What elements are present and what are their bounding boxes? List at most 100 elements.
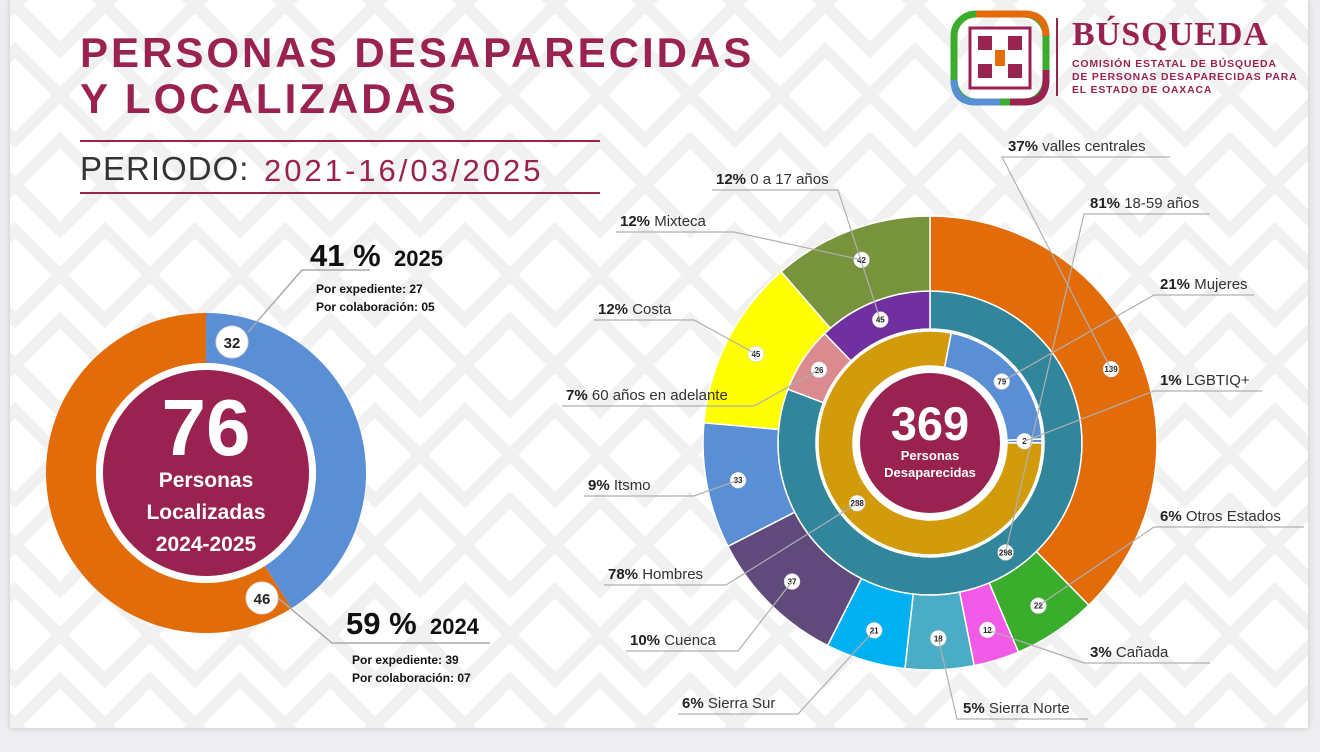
pattern-diamond [411, 401, 519, 509]
pattern-diamond [96, 0, 204, 59]
pattern-diamond [1176, 131, 1284, 239]
logo-divider [1056, 18, 1058, 96]
pattern-diamond [591, 41, 699, 149]
pattern-diamond [1086, 671, 1194, 728]
pattern-diamond [1221, 401, 1308, 509]
pattern-diamond [546, 491, 654, 599]
missing-line1: Personas [901, 448, 960, 463]
callout-line-mujeres [1001, 294, 1254, 383]
segment-valles-centrales [929, 215, 1158, 607]
callout-line-2025 [247, 269, 370, 333]
callout-line-hombres [604, 502, 858, 586]
page-title-line2: Y LOCALIZADAS [80, 75, 459, 122]
col-2025: Por colaboración: 05 [316, 300, 435, 314]
pattern-diamond [1176, 491, 1284, 599]
pattern-diamond [1266, 323, 1308, 407]
pattern-diamond [10, 221, 69, 329]
pattern-diamond [456, 671, 564, 728]
pattern-diamond [1176, 671, 1284, 728]
logo-icon [950, 10, 1050, 106]
pattern-diamond [1131, 221, 1239, 329]
center-disc [103, 370, 309, 576]
callout-line-valles-centrales [1001, 156, 1170, 370]
label-0-a-17-anos: 12% 0 a 17 años [716, 171, 829, 188]
pattern-diamond [1086, 131, 1194, 239]
callout-line-mixteca [616, 231, 862, 261]
label-otros-estados: 6% Otros Estados [1160, 508, 1281, 525]
pattern-diamond [321, 221, 429, 329]
pattern-diamond [186, 0, 294, 59]
slice-2024 [45, 313, 292, 633]
pattern-diamond [1086, 0, 1194, 59]
logo-subtitle-2: DE PERSONAS DESAPARECIDAS PARA [1072, 71, 1298, 83]
pattern-diamond [1176, 311, 1284, 419]
pattern-diamond [771, 41, 879, 149]
missing-nested-donut-chart: 369 Personas Desaparecidas 7922882982645… [562, 138, 1304, 720]
pattern-diamond [411, 581, 519, 689]
inner-center-disc [860, 373, 1000, 513]
localized-total: 76 [162, 383, 251, 472]
pattern-diamond [636, 131, 744, 239]
pattern-diamond [1041, 41, 1149, 149]
pattern-diamond [276, 0, 384, 59]
logo-subtitle-1: COMISIÓN ESTATAL DE BÚSQUEDA [1072, 58, 1277, 70]
pattern-diamond [636, 0, 744, 59]
pattern-diamond [591, 581, 699, 689]
pattern-diamond [10, 131, 114, 239]
pattern-diamond [10, 671, 114, 728]
pattern-diamond [51, 221, 159, 329]
label-18-59-anos: 81% 18-59 años [1090, 195, 1199, 212]
label-cuenca: 10% Cuenca [630, 632, 717, 649]
pattern-diamond [636, 311, 744, 419]
pattern-diamond [456, 491, 564, 599]
pattern-diamond [186, 671, 294, 728]
value-valles-centrales: 139 [1104, 365, 1118, 374]
label-costa: 12% Costa [598, 301, 672, 318]
col-2024: Por colaboración: 07 [352, 671, 471, 685]
label-mujeres: 21% Mujeres [1160, 276, 1248, 293]
pattern-diamond [1131, 41, 1239, 149]
pattern-diamond [591, 401, 699, 509]
pattern-diamond [10, 581, 69, 689]
period-value: 2021-16/03/2025 [264, 153, 544, 188]
logo-subtitle-3: EL ESTADO DE OAXACA [1072, 84, 1213, 96]
pattern-diamond [501, 581, 609, 689]
pattern-diamond [276, 131, 384, 239]
pattern-diamond [1221, 41, 1308, 149]
callout-line-lgbtiq [1024, 390, 1262, 442]
pattern-diamond [1176, 0, 1284, 59]
segment-callouts: 21% Mujeres 1% LGBTIQ+ 78% Hombres 81% 18-5… [562, 138, 1304, 720]
pattern-diamond [10, 0, 114, 59]
label-lgbtiq: 1% LGBTIQ+ [1160, 372, 1250, 389]
value-2025-label: 32 [224, 335, 241, 352]
pattern-diamond [456, 131, 564, 239]
localized-ring [45, 313, 366, 633]
charts-canvas: 76 Personas Localizadas 2024-2025 32 41 … [45, 138, 1304, 720]
pattern-diamond [816, 671, 924, 728]
pattern-diamond [996, 671, 1104, 728]
pattern-diamond [636, 671, 744, 728]
localized-line3: 2024-2025 [156, 533, 257, 556]
pattern-diamond [456, 0, 564, 59]
label-60-anos-en-adelante: 7% 60 años en adelante [566, 387, 728, 404]
pattern-diamond [186, 131, 294, 239]
pattern-diamond [546, 131, 654, 239]
pattern-diamond [681, 41, 789, 149]
value-2024-label: 46 [254, 591, 271, 608]
year-2024: 2024 [430, 614, 480, 639]
pattern-diamond [996, 0, 1104, 59]
pattern-diamond [1266, 683, 1308, 728]
callout-line-otros-estados [1038, 526, 1304, 607]
pattern-diamond [1266, 503, 1308, 587]
pattern-diamond [51, 581, 159, 689]
pattern-diamond [321, 581, 429, 689]
pattern-diamond [96, 131, 204, 239]
callout-line-60-anos-en-adelante [562, 369, 820, 407]
localized-line2: Localizadas [146, 501, 265, 524]
pattern-diamond [411, 221, 519, 329]
segment-mixteca [780, 215, 931, 330]
value-itsmo: 33 [734, 476, 743, 485]
pattern-diamond [1266, 143, 1308, 227]
pattern-diamond [546, 0, 654, 59]
label-hombres: 78% Hombres [608, 566, 703, 583]
